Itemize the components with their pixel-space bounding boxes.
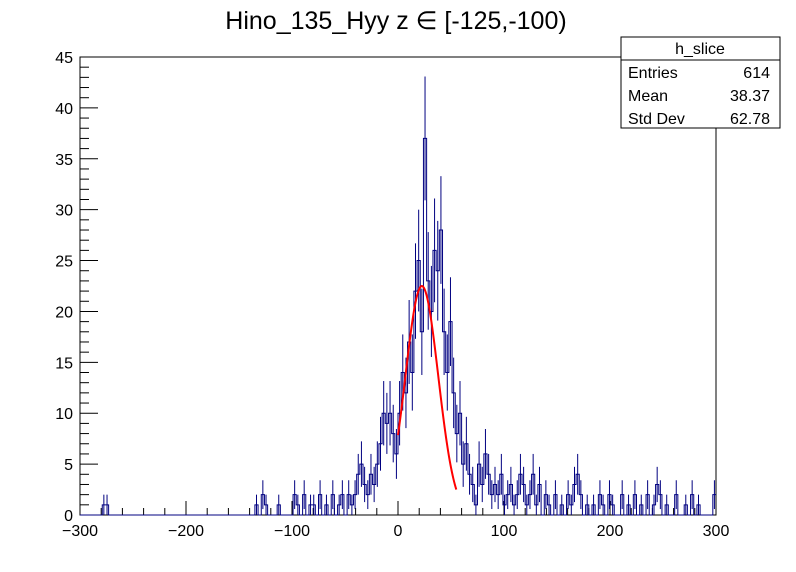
gaussian-fit [397,284,458,490]
y-tick-label: 5 [64,457,73,474]
fit-curve [397,284,458,490]
stats-stddev-value: 62.78 [730,111,770,128]
y-tick-label: 35 [55,152,73,169]
x-tick-label: 0 [394,523,403,540]
y-tick-label: 30 [55,203,73,220]
stats-box-frame [620,36,781,129]
x-tick-label: −300 [62,523,98,540]
stats-mean-value: 38.37 [730,88,770,105]
x-tick-label: 100 [491,523,518,540]
x-tick-label: 200 [597,523,624,540]
y-tick-label: 0 [64,508,73,525]
stats-title: h_slice [675,41,725,58]
chart-title: Hino_135_Hyy z ∈ [-125,-100) [225,7,566,35]
histogram-outline [80,137,716,516]
x-tick-label: −200 [168,523,204,540]
stats-entries-label: Entries [628,65,678,82]
y-tick-label: 45 [55,50,73,67]
y-tick-label: 10 [55,406,73,423]
x-tick-label: 300 [703,523,730,540]
y-tick-label: 40 [55,101,73,118]
x-tick-label: −100 [274,523,310,540]
stats-entries-value: 614 [743,65,770,82]
stats-stddev-label: Std Dev [628,111,685,128]
stats-mean-label: Mean [628,88,668,105]
stats-box: h_slice Entries 614 Mean 38.37 Std Dev 6… [620,36,781,129]
y-tick-label: 20 [55,304,73,321]
y-tick-label: 25 [55,254,73,271]
y-tick-label: 15 [55,355,73,372]
histogram-bars [80,76,716,516]
axes: −300 −200 −100 0 100 200 300 0 5 10 15 20 25 30 35 40 45 [55,50,729,540]
